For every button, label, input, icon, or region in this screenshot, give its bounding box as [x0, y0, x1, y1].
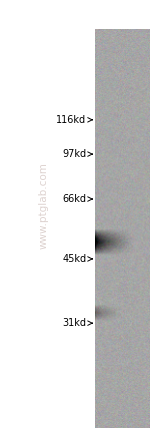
Text: 45kd: 45kd	[62, 254, 92, 264]
Text: 116kd: 116kd	[56, 115, 92, 125]
Text: www.ptglab.com: www.ptglab.com	[39, 162, 48, 249]
Text: 97kd: 97kd	[62, 149, 92, 159]
Text: 31kd: 31kd	[62, 318, 92, 328]
Text: 66kd: 66kd	[62, 194, 92, 204]
